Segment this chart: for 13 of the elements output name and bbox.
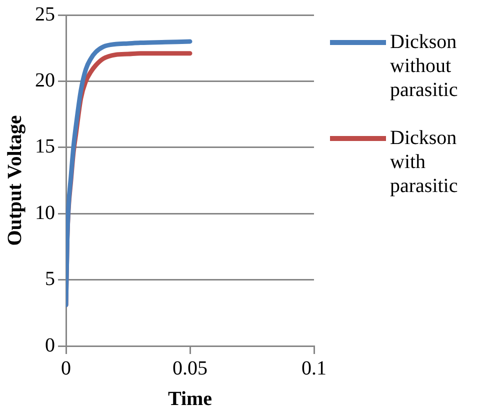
y-axis-title: Output Voltage	[4, 115, 26, 246]
x-tick-label: 0.05	[172, 357, 208, 380]
y-tick-label: 20	[35, 69, 55, 92]
y-tick-label: 25	[35, 3, 55, 26]
legend-label: Dickson with parasitic	[390, 126, 459, 198]
x-tick-label: 0	[61, 357, 71, 380]
y-tick-label: 5	[45, 268, 55, 290]
y-tick-label: 15	[35, 136, 55, 158]
legend-label: Dickson without parasitic	[390, 30, 459, 102]
x-axis-title: Time	[168, 388, 212, 410]
y-tick-label: 10	[35, 202, 55, 224]
y-tick-label: 0	[45, 334, 55, 356]
x-tick-label: 0.1	[302, 357, 326, 380]
